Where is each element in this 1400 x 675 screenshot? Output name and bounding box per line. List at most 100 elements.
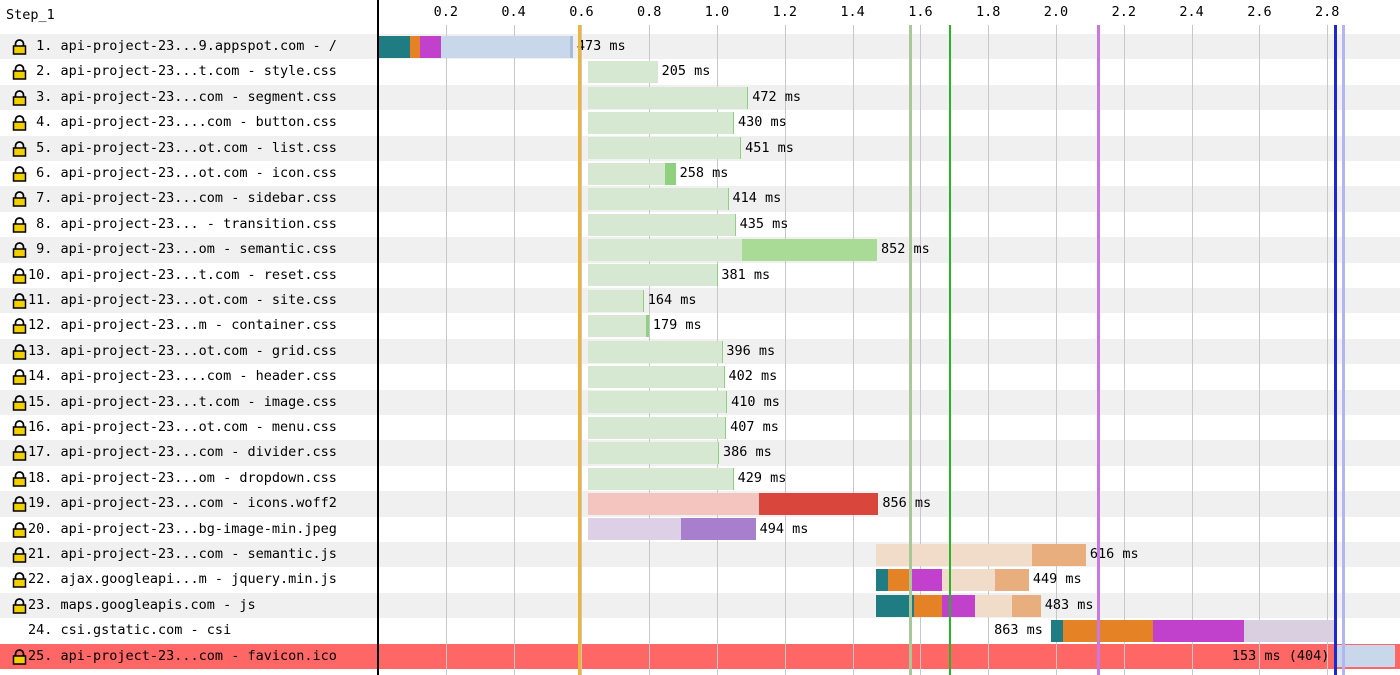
- lock-icon: [12, 242, 27, 258]
- request-label[interactable]: 25. api-project-23...com - favicon.ico: [0, 644, 376, 669]
- request-bar-segment: [876, 543, 1033, 566]
- request-duration: 381 ms: [721, 266, 771, 283]
- request-bar-segment: [1244, 619, 1334, 642]
- gridline: [1056, 25, 1057, 675]
- tick-label: 0.2: [433, 4, 458, 20]
- gridline: [1327, 25, 1328, 675]
- request-bar-segment: [645, 315, 649, 338]
- gridline: [446, 25, 447, 675]
- request-label[interactable]: 16. api-project-23...ot.com - menu.css: [0, 415, 376, 440]
- tick-label: 2.8: [1314, 4, 1340, 20]
- lock-icon: [12, 547, 27, 563]
- request-bar-segment: [740, 137, 742, 160]
- request-bar-segment: [588, 162, 666, 185]
- request-label-text: 10. api-project-23...t.com - reset.css: [28, 266, 337, 283]
- request-label[interactable]: 18. api-project-23...om - dropdown.css: [0, 466, 376, 491]
- request-bar-segment: [1032, 543, 1086, 566]
- request-label[interactable]: 12. api-project-23...m - container.css: [0, 313, 376, 338]
- request-bar-segment: [588, 518, 682, 541]
- row-error-background: [0, 643, 1400, 669]
- row-background: [0, 542, 1400, 568]
- lock-icon: [12, 572, 27, 589]
- request-label-text: 12. api-project-23...m - container.css: [28, 317, 337, 334]
- request-label-text: 11. api-project-23...ot.com - site.css: [28, 292, 337, 308]
- request-bar-segment: [588, 442, 719, 465]
- request-duration: 386 ms: [723, 444, 772, 461]
- lock-icon: [12, 394, 27, 411]
- request-duration: 616 ms: [1089, 546, 1139, 562]
- request-bar-segment: [420, 35, 441, 58]
- request-bar-segment: [665, 162, 676, 185]
- request-duration: 430 ms: [737, 114, 787, 131]
- tick-label: 1.8: [975, 4, 1001, 20]
- request-label[interactable]: 10. api-project-23...t.com - reset.css: [0, 263, 376, 288]
- lock-icon: [12, 648, 27, 665]
- request-label[interactable]: 3. api-project-23...com - segment.css: [0, 85, 376, 110]
- request-label-text: 3. api-project-23...com - segment.css: [28, 88, 337, 105]
- request-bar-segment: [725, 416, 727, 439]
- request-label[interactable]: 2. api-project-23...t.com - style.css: [0, 59, 376, 84]
- lock-icon: [12, 420, 27, 436]
- request-label[interactable]: 20. api-project-23...bg-image-min.jpeg: [0, 517, 376, 542]
- request-bar-segment: [994, 569, 1029, 592]
- request-label[interactable]: 23. maps.googleapis.com - js: [0, 593, 376, 618]
- tick-label: 1.4: [840, 4, 865, 20]
- request-label[interactable]: 8. api-project-23... - transition.css: [0, 212, 376, 237]
- request-bar-segment: [588, 391, 727, 414]
- request-bar-segment: [716, 264, 718, 287]
- request-bar-segment: [723, 365, 725, 388]
- request-label[interactable]: 21. api-project-23...com - semantic.js: [0, 542, 376, 567]
- request-label[interactable]: 15. api-project-23...t.com - image.css: [0, 390, 376, 415]
- request-label[interactable]: 1. api-project-23...9.appspot.com - /: [0, 34, 376, 59]
- request-bar-segment: [588, 213, 735, 236]
- request-bar-segment: [733, 111, 735, 134]
- request-duration: 473 ms: [576, 38, 626, 54]
- row-background: [0, 592, 1400, 619]
- request-label[interactable]: 24. csi.gstatic.com - csi: [0, 618, 376, 643]
- request-label[interactable]: 22. ajax.googleapi...m - jquery.min.js: [0, 567, 376, 592]
- request-label[interactable]: 6. api-project-23...ot.com - icon.css: [0, 161, 376, 186]
- request-label-text: 19. api-project-23...com - icons.woff2: [28, 495, 337, 512]
- request-label[interactable]: 7. api-project-23...com - sidebar.css: [0, 186, 376, 211]
- request-label-text: 14. api-project-23....com - header.css: [28, 368, 337, 385]
- request-label-text: 4. api-project-23....com - button.css: [28, 114, 337, 131]
- gridline: [785, 25, 786, 675]
- request-bar-segment: [643, 289, 645, 312]
- request-label[interactable]: 14. api-project-23....com - header.css: [0, 364, 376, 389]
- request-bar-segment: [588, 467, 733, 490]
- request-label-text: 17. api-project-23...com - divider.css: [28, 444, 337, 461]
- request-bar-segment: [942, 569, 995, 592]
- request-label[interactable]: 19. api-project-23...com - icons.woff2: [0, 491, 376, 516]
- request-duration: 410 ms: [731, 393, 780, 410]
- request-label[interactable]: 11. api-project-23...ot.com - site.css: [0, 288, 376, 313]
- request-label[interactable]: 13. api-project-23...ot.com - grid.css: [0, 339, 376, 364]
- request-label-text: 21. api-project-23...com - semantic.js: [28, 546, 337, 562]
- request-label[interactable]: 5. api-project-23...ot.com - list.css: [0, 136, 376, 161]
- request-duration: 863 ms: [994, 622, 1043, 639]
- request-bar-segment: [588, 111, 734, 134]
- request-bar-segment: [588, 238, 743, 261]
- lock-icon: [12, 521, 27, 538]
- request-label[interactable]: 9. api-project-23...om - semantic.css: [0, 237, 376, 262]
- request-bar-segment: [1062, 619, 1153, 642]
- request-bar-segment: [1011, 594, 1041, 617]
- lock-icon: [12, 293, 27, 309]
- request-bar-segment: [888, 569, 911, 592]
- request-label-text: 13. api-project-23...ot.com - grid.css: [28, 342, 337, 359]
- request-bar-segment: [742, 238, 877, 261]
- gridline: [988, 25, 989, 675]
- lock-icon: [12, 369, 27, 385]
- request-duration: 494 ms: [759, 520, 809, 537]
- request-bar-segment: [410, 35, 421, 58]
- request-bar-segment: [1152, 619, 1245, 642]
- gridline: [514, 25, 515, 675]
- request-label-text: 22. ajax.googleapi...m - jquery.min.js: [28, 571, 337, 588]
- tick-label: 2.0: [1043, 4, 1069, 20]
- lock-icon: [12, 216, 27, 233]
- request-duration: 407 ms: [730, 419, 779, 435]
- request-label[interactable]: 17. api-project-23...com - divider.css: [0, 440, 376, 465]
- request-bar-segment: [727, 188, 729, 211]
- request-label[interactable]: 4. api-project-23....com - button.css: [0, 110, 376, 135]
- document-complete-marker: [1334, 25, 1337, 675]
